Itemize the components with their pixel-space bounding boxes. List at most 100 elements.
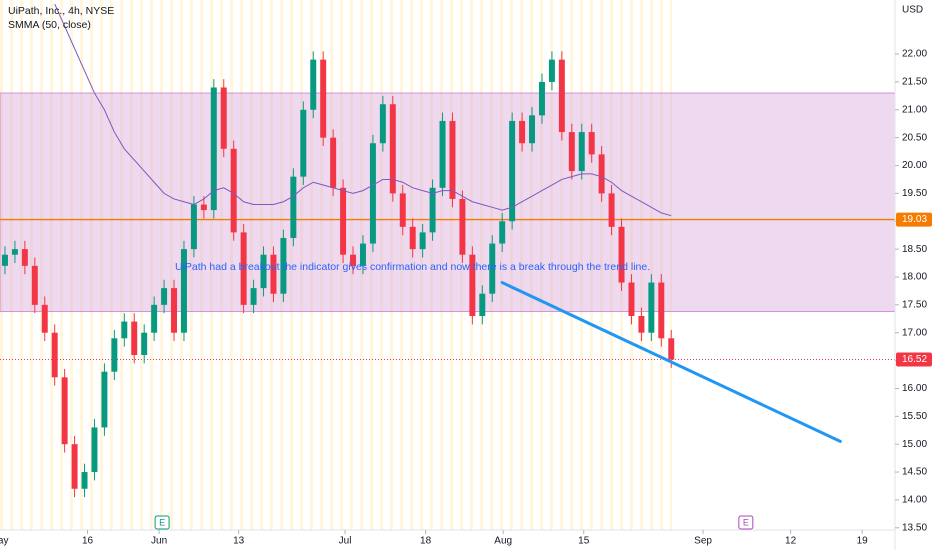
x-tick-label: 15: [578, 536, 590, 547]
candle-body: [81, 472, 88, 489]
x-tick-label: 12: [785, 536, 797, 547]
candle-body: [161, 288, 168, 305]
y-tick-label: 13.50: [902, 522, 927, 533]
candle-body: [509, 120, 516, 222]
candle-body: [141, 332, 148, 356]
candle-body: [190, 204, 197, 250]
annotation: UiPath had a breakout the indicator give…: [175, 261, 650, 273]
y-tick-label: 22.00: [902, 49, 927, 60]
candle-body: [1, 254, 8, 266]
y-tick-label: 14.50: [902, 467, 927, 478]
candle-body: [359, 243, 366, 266]
y-tick-label: 20.50: [902, 132, 927, 143]
candle-body: [320, 59, 327, 138]
y-tick-label: 14.00: [902, 495, 927, 506]
x-tick-label: Jul: [339, 536, 352, 547]
candle-body: [41, 304, 48, 333]
y-tick-label: 17.00: [902, 327, 927, 338]
candle-body: [409, 226, 416, 250]
candle-body: [389, 104, 396, 194]
candle-body: [280, 237, 287, 294]
y-tick-label: 21.50: [902, 77, 927, 88]
candle-body: [558, 59, 565, 133]
candle-body: [210, 87, 217, 211]
candle-body: [111, 338, 118, 372]
candle-body: [91, 427, 98, 473]
plot-area: [0, 3, 895, 498]
candle-body: [598, 154, 605, 194]
x-tick-label: Jun: [151, 536, 167, 547]
candle-body: [270, 254, 277, 294]
candle-body: [399, 193, 406, 227]
y-tick-label: 18.00: [902, 272, 927, 283]
y-tick-label: 15.50: [902, 411, 927, 422]
candle-body: [171, 288, 178, 333]
candle-body: [71, 444, 78, 489]
price-tag-label: 19.03: [902, 214, 927, 225]
candle-body: [668, 338, 675, 360]
candle-body: [479, 293, 486, 316]
candle-body: [151, 304, 158, 333]
candle-body: [608, 193, 615, 227]
earnings-label: E: [159, 517, 165, 527]
candle-body: [379, 104, 386, 144]
candle-body: [51, 332, 58, 378]
candle-body: [300, 109, 307, 177]
candle-body: [618, 226, 625, 283]
price-tag: [896, 352, 932, 367]
candle-body: [638, 315, 645, 333]
candle-body: [290, 176, 297, 238]
currency-label: USD: [902, 5, 923, 16]
y-tick-label: 15.00: [902, 439, 927, 450]
x-tick-label: Aug: [494, 536, 512, 547]
candle-body: [568, 132, 575, 172]
candle-body: [101, 371, 108, 428]
chart-title: UiPath, Inc., 4h, NYSE: [8, 5, 114, 17]
x-tick-label: 13: [233, 536, 245, 547]
candle-body: [180, 249, 187, 333]
candle-body: [469, 254, 476, 316]
candle-body: [31, 265, 38, 305]
candle-body: [499, 221, 506, 244]
trend-line: [500, 281, 842, 443]
candle-body: [449, 120, 456, 199]
candle-body: [369, 143, 376, 244]
candle-body: [489, 243, 496, 294]
candle-body: [121, 321, 128, 339]
candle-body: [61, 377, 68, 445]
range-band: [0, 92, 895, 313]
earnings-label: E: [743, 517, 749, 527]
x-tick-label: Sep: [694, 536, 712, 547]
candle-body: [21, 249, 28, 266]
candle-body: [419, 232, 426, 250]
candle-body: [240, 232, 247, 305]
x-tick-label: May: [0, 536, 8, 547]
candle-body: [519, 120, 526, 144]
y-tick-label: 20.00: [902, 160, 927, 171]
y-tick-label: 16.00: [902, 383, 927, 394]
candle-body: [340, 187, 347, 255]
candle-body: [628, 282, 635, 316]
candle-body: [200, 204, 207, 211]
candle-body: [538, 81, 545, 116]
x-tick-label: 18: [420, 536, 432, 547]
y-tick-label: 19.50: [902, 188, 927, 199]
price-tag-label: 16.52: [902, 354, 927, 365]
x-tick-label: 16: [82, 536, 94, 547]
price-tag: [896, 212, 932, 227]
candle-body: [220, 87, 227, 149]
candle-body: [310, 59, 317, 110]
candle-body: [350, 254, 357, 266]
candle-body: [648, 282, 655, 333]
candle-body: [230, 148, 237, 233]
candle-body: [330, 137, 337, 188]
candle-body: [131, 321, 138, 356]
candle-body: [548, 59, 555, 82]
y-tick-label: 17.50: [902, 299, 927, 310]
earnings-marker: [738, 515, 754, 530]
candle-body: [439, 120, 446, 188]
candle-body: [250, 288, 257, 305]
candle-body: [459, 198, 466, 255]
x-tick-label: 19: [857, 536, 869, 547]
